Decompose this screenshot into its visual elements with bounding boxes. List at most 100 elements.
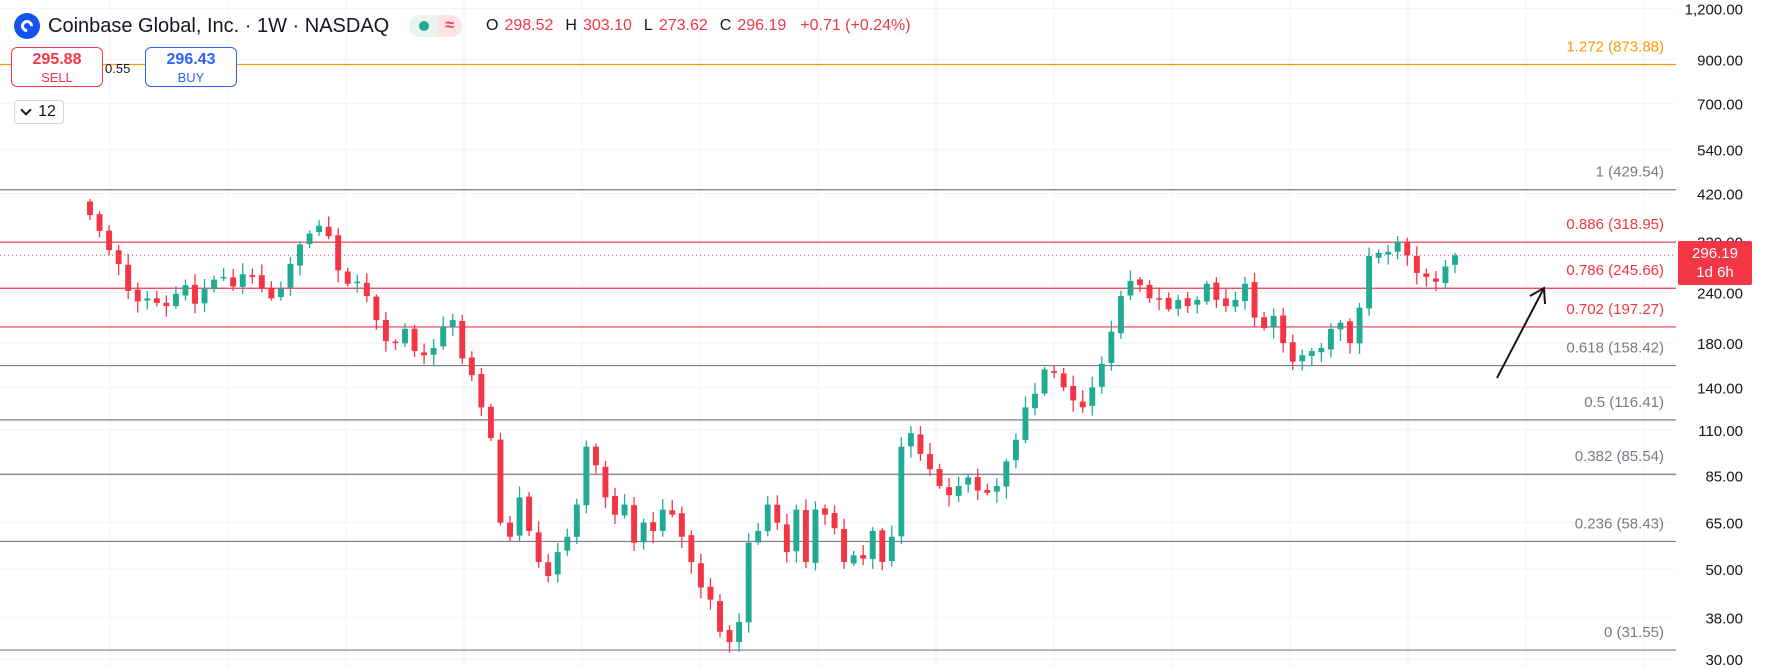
- close-value: 296.19: [737, 17, 787, 34]
- candle-body: [507, 522, 513, 537]
- candle-body: [1012, 439, 1019, 461]
- candle-body: [793, 509, 800, 552]
- candle-body: [125, 264, 132, 291]
- candle-body: [382, 319, 389, 342]
- indicators-collapse-button[interactable]: 12: [14, 100, 64, 124]
- current-price-badge: 296.19 1d 6h: [1678, 241, 1752, 285]
- candle-body: [860, 555, 867, 559]
- y-axis-tick-label: 50.00: [1705, 562, 1743, 579]
- candle-body: [726, 630, 733, 643]
- candle-body: [869, 530, 876, 560]
- candle-body: [172, 293, 179, 307]
- candle-body: [898, 446, 905, 537]
- candle-body: [421, 352, 428, 356]
- candle-body: [1442, 266, 1449, 284]
- candle-body: [592, 446, 599, 466]
- candle-body: [1280, 315, 1287, 344]
- candle-body: [1127, 280, 1134, 296]
- candle-body: [650, 522, 657, 531]
- candle-body: [96, 214, 103, 231]
- candle-body: [573, 504, 580, 537]
- y-axis-tick-label: 110.00: [1698, 423, 1743, 440]
- low-label: L: [643, 17, 653, 34]
- y-axis-tick-label: 140.00: [1697, 380, 1743, 397]
- fib-level-label: 1.272 (873.88): [1566, 39, 1664, 56]
- candle-body: [1242, 283, 1248, 302]
- candle-body: [993, 486, 1000, 492]
- candle-body: [602, 466, 609, 498]
- candle-body: [449, 320, 456, 328]
- candle-body: [783, 524, 790, 553]
- candle-body: [478, 373, 485, 408]
- candle-body: [1347, 321, 1353, 344]
- candle-body: [1089, 387, 1096, 406]
- candle-body: [955, 486, 962, 496]
- candle-body: [277, 288, 284, 298]
- candle-body: [316, 225, 323, 233]
- candle-body: [1079, 401, 1086, 408]
- candle-body: [1003, 461, 1010, 487]
- candle-body: [526, 496, 533, 531]
- candle-body: [621, 504, 628, 516]
- arrow-up-icon: [1529, 286, 1546, 305]
- y-axis-tick-label: 85.00: [1705, 468, 1743, 485]
- candle-body: [440, 326, 447, 347]
- buy-button[interactable]: 296.43 BUY: [145, 47, 237, 87]
- high-label: H: [565, 17, 577, 34]
- fib-level-label: 0.5 (116.41): [1584, 394, 1664, 411]
- candle-body: [907, 433, 914, 447]
- candle-body: [707, 586, 714, 600]
- candle-body: [802, 510, 809, 562]
- candle-body: [1041, 369, 1048, 394]
- symbol-title[interactable]: Coinbase Global, Inc. · 1W · NASDAQ: [48, 14, 390, 37]
- symbol-legend: Coinbase Global, Inc. · 1W · NASDAQ ≈ O 2…: [14, 13, 911, 39]
- candle-body: [459, 320, 466, 359]
- candle-body: [1117, 296, 1124, 334]
- market-status-pill[interactable]: ≈: [409, 15, 463, 37]
- candle-body: [678, 513, 685, 537]
- candle-body: [774, 504, 781, 523]
- candle-body: [917, 434, 924, 454]
- candle-body: [1327, 328, 1334, 350]
- sell-label: SELL: [41, 70, 73, 85]
- fib-level-label: 0.382 (85.54): [1575, 448, 1664, 465]
- chevron-down-icon: [20, 104, 32, 116]
- candle-body: [1337, 322, 1344, 330]
- fib-level-label: 0.618 (158.42): [1566, 340, 1664, 357]
- candle-body: [974, 477, 981, 491]
- open-label: O: [486, 17, 499, 34]
- market-open-dot-icon: [419, 21, 430, 31]
- candle-body: [1137, 279, 1143, 286]
- y-axis-tick-label: 900.00: [1697, 52, 1743, 69]
- candle-body: [201, 288, 208, 304]
- candle-body: [936, 468, 943, 487]
- candle-body: [497, 439, 504, 523]
- candle-body: [354, 281, 361, 284]
- annotation-arrow-shaft: [1496, 287, 1545, 379]
- y-axis-tick-label: 240.00: [1697, 285, 1743, 302]
- candle-body: [1146, 284, 1153, 299]
- candle-body: [411, 328, 418, 352]
- candle-body: [239, 274, 246, 287]
- candle-body: [1222, 298, 1229, 307]
- y-axis-tick-label: 65.00: [1705, 516, 1743, 533]
- y-axis-tick-label: 180.00: [1697, 336, 1743, 353]
- candle-body: [1375, 253, 1382, 258]
- candle-body: [764, 504, 771, 532]
- wave-icon: ≈: [437, 15, 463, 37]
- candle-body: [115, 250, 122, 264]
- candle-body: [669, 510, 676, 515]
- candle-body: [1165, 297, 1172, 310]
- candle-body: [831, 513, 838, 529]
- candle-body: [325, 226, 332, 237]
- candle-body: [1022, 407, 1029, 440]
- sell-button[interactable]: 295.88 SELL: [11, 47, 103, 87]
- candle-body: [745, 542, 752, 623]
- candle-body: [373, 296, 380, 321]
- y-axis-tick-label: 38.00: [1705, 610, 1743, 627]
- candle-body: [163, 302, 170, 307]
- candle-body: [1175, 299, 1182, 309]
- candle-body: [1289, 342, 1296, 362]
